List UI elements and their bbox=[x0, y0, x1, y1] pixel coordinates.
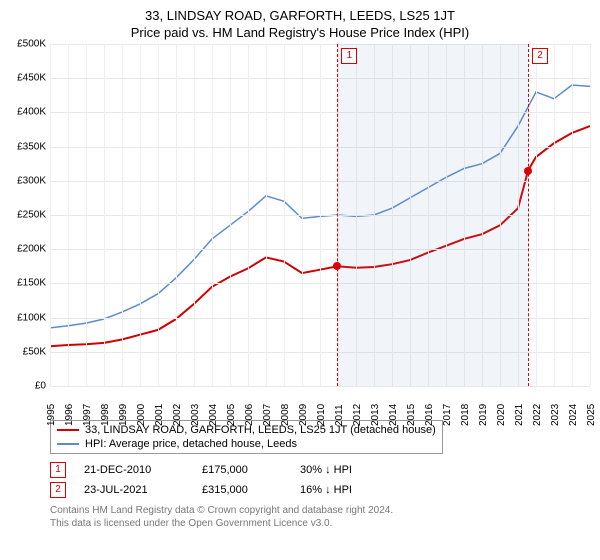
x-tick-label: 2006 bbox=[244, 404, 255, 426]
y-tick-label: £350K bbox=[17, 141, 46, 152]
table-row: 2 23-JUL-2021 £315,000 16% ↓ HPI bbox=[50, 480, 590, 500]
x-tick-label: 1998 bbox=[100, 404, 111, 426]
plot-area: 12 bbox=[50, 44, 590, 386]
event-point bbox=[524, 167, 532, 175]
x-tick-label: 1997 bbox=[82, 404, 93, 426]
y-tick-label: £300K bbox=[17, 175, 46, 186]
x-tick-label: 2016 bbox=[424, 404, 435, 426]
x-tick-label: 2025 bbox=[586, 404, 597, 426]
transactions-table: 1 21-DEC-2010 £175,000 30% ↓ HPI 2 23-JU… bbox=[50, 460, 590, 500]
x-tick-label: 2013 bbox=[370, 404, 381, 426]
x-tick-label: 2002 bbox=[172, 404, 183, 426]
y-tick-label: £100K bbox=[17, 312, 46, 323]
x-tick-label: 2021 bbox=[514, 404, 525, 426]
footer-attribution: Contains HM Land Registry data © Crown c… bbox=[50, 504, 590, 530]
x-tick-label: 2009 bbox=[298, 404, 309, 426]
x-tick-label: 2015 bbox=[406, 404, 417, 426]
y-tick-label: £250K bbox=[17, 210, 46, 221]
x-tick-label: 1996 bbox=[64, 404, 75, 426]
x-tick-label: 2017 bbox=[442, 404, 453, 426]
x-tick-label: 2008 bbox=[280, 404, 291, 426]
y-tick-label: £400K bbox=[17, 107, 46, 118]
x-tick-label: 2003 bbox=[190, 404, 201, 426]
legend-label: HPI: Average price, detached house, Leed… bbox=[85, 438, 297, 450]
y-tick-label: £0 bbox=[35, 381, 46, 392]
x-tick-label: 2000 bbox=[136, 404, 147, 426]
tx-price: £175,000 bbox=[202, 464, 282, 476]
x-tick-label: 2019 bbox=[478, 404, 489, 426]
tx-delta: 16% ↓ HPI bbox=[300, 484, 352, 496]
legend-row: HPI: Average price, detached house, Leed… bbox=[57, 437, 436, 451]
event-marker-icon: 1 bbox=[50, 462, 66, 478]
x-tick-label: 1999 bbox=[118, 404, 129, 426]
event-marker-icon: 1 bbox=[341, 48, 357, 64]
page-title-desc: Price paid vs. HM Land Registry's House … bbox=[10, 25, 590, 40]
event-marker-icon: 2 bbox=[50, 482, 66, 498]
x-tick-label: 2010 bbox=[316, 404, 327, 426]
x-tick-label: 2020 bbox=[496, 404, 507, 426]
legend-swatch bbox=[57, 429, 79, 431]
x-tick-label: 2005 bbox=[226, 404, 237, 426]
y-tick-label: £50K bbox=[23, 346, 46, 357]
x-tick-label: 2007 bbox=[262, 404, 273, 426]
x-tick-label: 2011 bbox=[334, 404, 345, 426]
x-tick-label: 2012 bbox=[352, 404, 363, 426]
x-axis: 1995199619971998199920002001200220032004… bbox=[50, 386, 590, 414]
legend-swatch bbox=[57, 443, 79, 445]
tx-date: 23-JUL-2021 bbox=[84, 484, 184, 496]
x-tick-label: 2004 bbox=[208, 404, 219, 426]
x-tick-label: 2024 bbox=[568, 404, 579, 426]
event-marker-icon: 2 bbox=[532, 48, 548, 64]
y-tick-label: £500K bbox=[17, 39, 46, 50]
tx-delta: 30% ↓ HPI bbox=[300, 464, 352, 476]
x-tick-label: 2014 bbox=[388, 404, 399, 426]
y-tick-label: £450K bbox=[17, 73, 46, 84]
tx-date: 21-DEC-2010 bbox=[84, 464, 184, 476]
x-tick-label: 2023 bbox=[550, 404, 561, 426]
x-tick-label: 2001 bbox=[154, 404, 165, 426]
y-tick-label: £200K bbox=[17, 244, 46, 255]
x-tick-label: 2022 bbox=[532, 404, 543, 426]
footer-line: Contains HM Land Registry data © Crown c… bbox=[50, 504, 590, 517]
event-point bbox=[333, 262, 341, 270]
y-axis: £0£50K£100K£150K£200K£250K£300K£350K£400… bbox=[8, 44, 48, 386]
table-row: 1 21-DEC-2010 £175,000 30% ↓ HPI bbox=[50, 460, 590, 480]
x-tick-label: 2018 bbox=[460, 404, 471, 426]
tx-price: £315,000 bbox=[202, 484, 282, 496]
x-tick-label: 1995 bbox=[46, 404, 57, 426]
footer-line: This data is licensed under the Open Gov… bbox=[50, 517, 590, 530]
price-chart: £0£50K£100K£150K£200K£250K£300K£350K£400… bbox=[50, 44, 590, 414]
y-tick-label: £150K bbox=[17, 278, 46, 289]
page-title-address: 33, LINDSAY ROAD, GARFORTH, LEEDS, LS25 … bbox=[10, 8, 590, 23]
